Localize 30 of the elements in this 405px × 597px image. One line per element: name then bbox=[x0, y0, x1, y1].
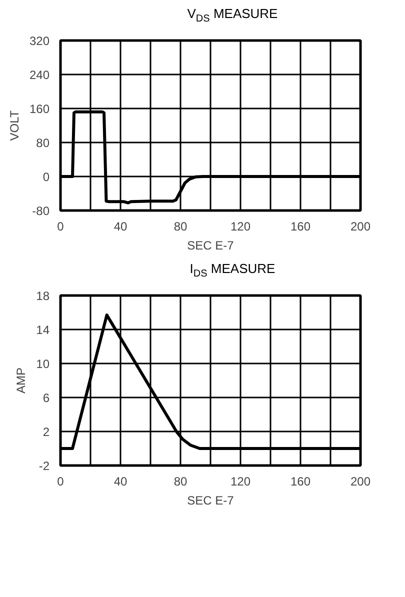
x-tick-label: 160 bbox=[290, 220, 311, 234]
chart-title: V$_{DS}$ MEASURE bbox=[187, 5, 278, 27]
y-tick-label: 160 bbox=[29, 102, 50, 116]
y-tick-label: 2 bbox=[42, 425, 50, 439]
x-tick-label: 0 bbox=[57, 220, 64, 234]
y-tick-label: 10 bbox=[36, 357, 50, 371]
y-tick-label: 240 bbox=[29, 68, 50, 82]
x-tick-label: 80 bbox=[174, 474, 188, 488]
y-tick-label: 18 bbox=[36, 289, 50, 303]
x-tick-label: 120 bbox=[230, 220, 251, 234]
x-tick-label: 160 bbox=[290, 474, 311, 488]
x-tick-label: 0 bbox=[57, 474, 64, 488]
y-tick-label: -80 bbox=[32, 204, 50, 218]
x-tick-label: 40 bbox=[114, 220, 128, 234]
x-tick-label: 40 bbox=[114, 474, 128, 488]
y-tick-label: 320 bbox=[29, 34, 50, 48]
y-tick-label: 6 bbox=[42, 391, 50, 405]
y-tick-label: 0 bbox=[42, 170, 50, 184]
y-tick-label: -2 bbox=[38, 459, 50, 473]
y-tick-label: 80 bbox=[36, 136, 50, 150]
x-axis-title: SEC E-7 bbox=[187, 238, 234, 252]
x-tick-label: 200 bbox=[350, 220, 371, 234]
x-tick-label: 80 bbox=[174, 220, 188, 234]
x-tick-label: 120 bbox=[230, 474, 251, 488]
y-axis-title: AMP bbox=[14, 367, 28, 394]
y-tick-label: 14 bbox=[36, 323, 50, 337]
x-tick-label: 200 bbox=[350, 474, 371, 488]
y-axis-title: VOLT bbox=[7, 110, 22, 141]
chart-title: I$_{DS}$ MEASURE bbox=[190, 260, 276, 282]
x-axis-title: SEC E-7 bbox=[187, 494, 234, 508]
